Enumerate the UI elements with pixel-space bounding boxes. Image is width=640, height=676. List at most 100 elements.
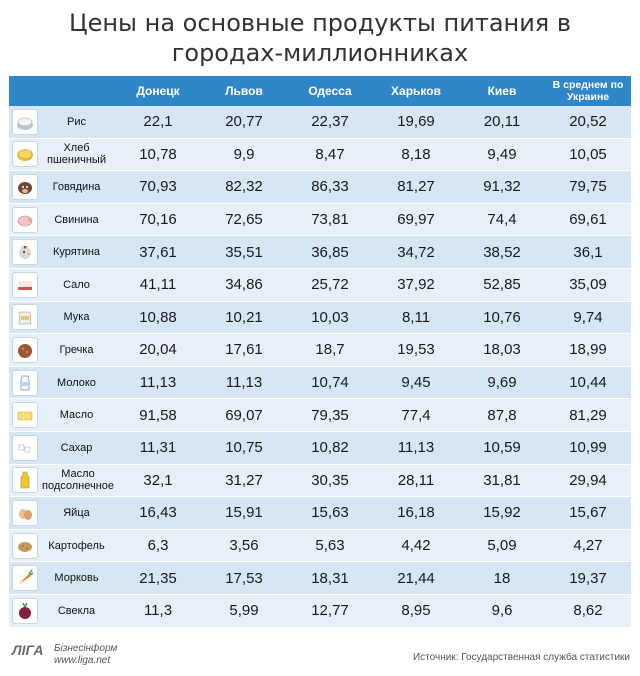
product-name: Гречка [59,343,94,356]
chart-title: Цены на основные продукты питания в горо… [0,8,640,68]
product-name: Свинина [54,213,99,226]
table-row: Курятина 37,61 35,51 36,85 34,72 38,52 36,1 [9,236,631,269]
price-cell-average: 20,52 [545,106,631,139]
price-cell-donetsk: 11,3 [115,594,201,628]
carrot-icon [12,565,38,592]
logo-sub-text: Бізнесінформ [54,643,118,654]
price-cell-kharkiv: 11,13 [373,431,459,465]
price-cell-kharkiv: 4,42 [373,529,459,563]
price-cell-average: 9,74 [545,301,631,335]
price-cell-kharkiv: 8,11 [373,301,459,335]
price-cell-donetsk: 41,11 [115,268,201,302]
price-cell-kyiv: 9,69 [459,366,545,400]
product-name: Масло [59,409,94,422]
product-name: Курятина [52,246,101,259]
title-line-1: Цены на основные продукты питания в [68,9,572,37]
price-cell-kyiv: 10,59 [459,431,545,465]
product-cell: Свекла [9,594,115,628]
price-cell-donetsk: 70,93 [115,171,201,204]
price-cell-lviv: 17,53 [201,562,287,595]
price-cell-kyiv: 9,6 [459,594,545,628]
buckwheat-icon [12,336,38,363]
price-cell-kyiv: 52,85 [459,268,545,302]
price-cell-odessa: 86,33 [287,171,373,204]
price-cell-kyiv: 38,52 [459,236,545,269]
product-cell: Свинина [9,203,115,237]
product-cell: Масло подсолнечное [9,464,115,498]
eggs-icon [12,499,38,526]
price-cell-donetsk: 11,31 [115,431,201,465]
product-cell: Масло [9,399,115,432]
logo-url-text: www.liga.net [54,655,111,666]
title-line-2: городах-миллионниках [171,39,469,67]
price-cell-kyiv: 20,11 [459,106,545,139]
price-cell-donetsk: 70,16 [115,203,201,237]
price-cell-kyiv: 91,32 [459,171,545,204]
price-cell-kyiv: 74,4 [459,203,545,237]
price-cell-kharkiv: 69,97 [373,203,459,237]
price-cell-lviv: 9,9 [201,138,287,172]
product-cell: Молоко [9,366,115,400]
price-cell-odessa: 79,35 [287,399,373,432]
product-name: Картофель [48,539,105,552]
price-cell-lviv: 72,65 [201,203,287,237]
table-row: Мука 10,88 10,21 10,03 8,11 10,76 9,74 [9,301,631,335]
price-cell-donetsk: 10,88 [115,301,201,335]
price-cell-odessa: 25,72 [287,268,373,302]
beet-icon [12,597,38,624]
price-cell-kyiv: 87,8 [459,399,545,432]
price-cell-kharkiv: 77,4 [373,399,459,432]
logo-main-text: ЛIГА [12,642,44,658]
price-cell-kyiv: 18 [459,562,545,595]
product-name: Морковь [54,572,99,585]
price-cell-kharkiv: 37,92 [373,268,459,302]
price-cell-average: 69,61 [545,203,631,237]
flour-icon [12,304,38,331]
table-row: Яйца 16,43 15,91 15,63 16,18 15,92 15,67 [9,497,631,530]
price-cell-lviv: 10,21 [201,301,287,335]
price-cell-average: 4,27 [545,529,631,563]
price-cell-donetsk: 6,3 [115,529,201,563]
price-cell-donetsk: 16,43 [115,497,201,530]
price-cell-kharkiv: 81,27 [373,171,459,204]
header-product [9,76,115,106]
table-row: Масло подсолнечное 32,1 31,27 30,35 28,11 31,… [9,464,631,498]
price-cell-odessa: 18,31 [287,562,373,595]
product-name: Свекла [57,604,96,617]
price-cell-average: 29,94 [545,464,631,498]
price-cell-lviv: 34,86 [201,268,287,302]
table-row: Свекла 11,3 5,99 12,77 8,95 9,6 8,62 [9,594,631,628]
price-cell-kharkiv: 16,18 [373,497,459,530]
chicken-icon [12,239,38,266]
price-cell-kharkiv: 9,45 [373,366,459,400]
price-table: Донецк Львов Одесса Харьков Киев В средн… [9,76,631,628]
table-row: Рис 22,1 20,77 22,37 19,69 20,11 20,52 [9,106,631,139]
price-cell-kharkiv: 19,53 [373,334,459,367]
cow-icon [12,173,38,200]
price-cell-average: 10,44 [545,366,631,400]
price-cell-lviv: 15,91 [201,497,287,530]
product-name: Говядина [52,180,101,193]
price-cell-kyiv: 10,76 [459,301,545,335]
price-cell-kharkiv: 8,95 [373,594,459,628]
price-cell-odessa: 22,37 [287,106,373,139]
price-cell-lviv: 5,99 [201,594,287,628]
table-row: Морковь 21,35 17,53 18,31 21,44 18 19,37 [9,562,631,595]
price-cell-donetsk: 11,13 [115,366,201,400]
price-cell-odessa: 10,03 [287,301,373,335]
price-cell-odessa: 12,77 [287,594,373,628]
price-cell-kharkiv: 28,11 [373,464,459,498]
price-cell-kharkiv: 8,18 [373,138,459,172]
product-cell: Мука [9,301,115,335]
product-cell: Морковь [9,562,115,595]
price-cell-average: 15,67 [545,497,631,530]
header-odessa: Одесса [287,76,373,106]
price-cell-kharkiv: 19,69 [373,106,459,139]
sunflower-oil-icon [12,467,38,494]
liga-logo: ЛIГА Бізнесінформ www.liga.net [12,642,172,670]
product-cell: Гречка [9,334,115,367]
price-cell-lviv: 69,07 [201,399,287,432]
product-cell: Сахар [9,431,115,465]
table-row: Сахар 11,31 10,75 10,82 11,13 10,59 10,99 [9,431,631,465]
